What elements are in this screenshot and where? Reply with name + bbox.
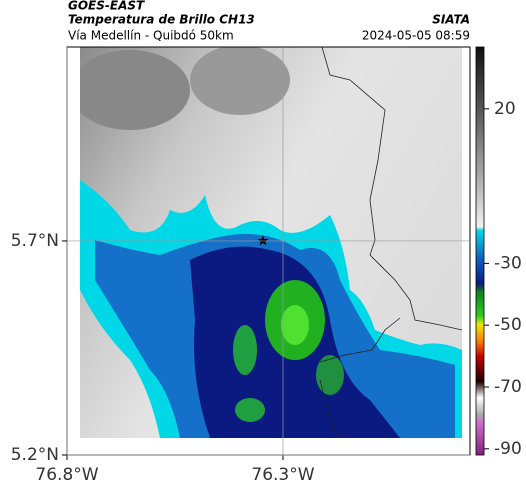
source: SIATA [432, 13, 470, 27]
colorbar-tick-label: -90 [494, 439, 522, 459]
colorbar-tick-label: -70 [494, 377, 522, 397]
y-tick-label: 5.2°N [11, 445, 59, 465]
colorbar-tick-label: 20 [494, 99, 516, 119]
datetime: 2024-05-05 08:59 [362, 29, 470, 43]
location-marker [257, 235, 269, 246]
colorbar-tick-label: -30 [494, 253, 522, 273]
subtitle: Vía Medellín - Quibdó 50km [68, 29, 234, 43]
imagery [80, 47, 462, 438]
y-tick-label: 5.7°N [11, 231, 59, 251]
x-tick-label: 76.8°W [35, 465, 98, 485]
title: Temperatura de Brillo CH13 [68, 13, 255, 27]
satellite: GOES-EAST [68, 0, 145, 13]
x-tick-label: 76.3°W [251, 465, 314, 485]
colorbar-tick-label: -50 [494, 315, 522, 335]
colorbar [475, 46, 485, 456]
